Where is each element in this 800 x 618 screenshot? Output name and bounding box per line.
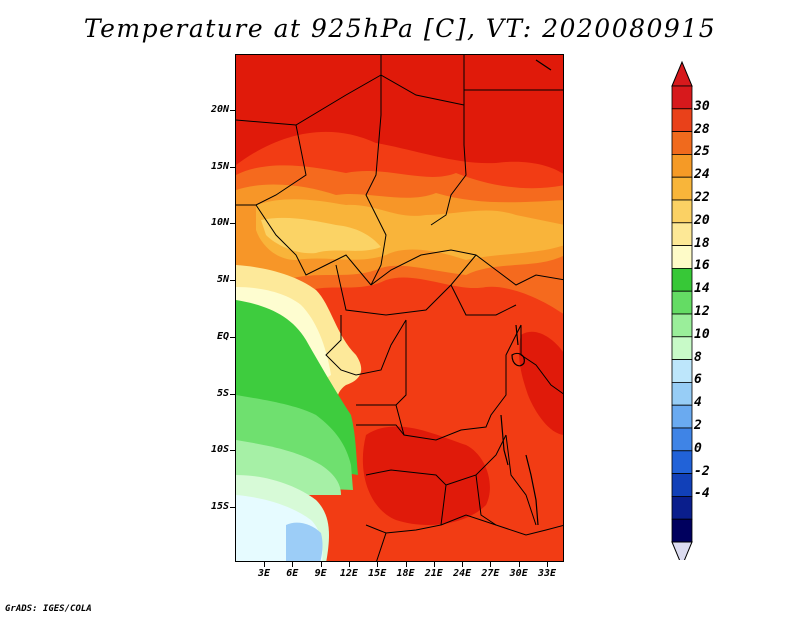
colorbar-segment: [671, 450, 693, 474]
lon-tick: [348, 562, 350, 567]
lon-tick: [490, 562, 492, 567]
colorbar-label: 28: [694, 121, 710, 137]
lat-tick: [230, 450, 235, 451]
colorbar-segment: [671, 495, 693, 520]
field-t6: [286, 522, 323, 561]
map-panel: [235, 54, 564, 562]
lat-tick: [230, 110, 235, 111]
colorbar: [671, 60, 693, 560]
colorbar-segment: [671, 427, 693, 452]
colorbar-label: 6: [694, 372, 702, 388]
lon-tick: [320, 562, 322, 567]
lon-label: 21E: [424, 568, 443, 579]
lon-label: 30E: [509, 568, 528, 579]
colorbar-label: 25: [694, 144, 710, 160]
lon-label: 27E: [481, 568, 500, 579]
lat-label: EQ: [216, 331, 229, 342]
lon-label: 33E: [537, 568, 557, 579]
country-borders: [236, 55, 563, 561]
lon-label: 9E: [314, 568, 327, 579]
colorbar-label: 14: [694, 281, 710, 297]
colorbar-segment: [671, 199, 693, 224]
colorbar-segment: [671, 131, 693, 155]
colorbar-top-arrow: [671, 60, 693, 87]
colorbar-bottom-arrow: [671, 541, 693, 560]
colorbar-segment: [671, 336, 693, 360]
lat-tick: [230, 167, 235, 168]
field-t20: [261, 217, 381, 254]
colorbar-segment: [671, 245, 693, 269]
colorbar-label: -2: [694, 463, 710, 479]
field-t30-patch-east: [519, 331, 563, 435]
colorbar-segment: [671, 518, 693, 543]
chart-title: Temperature at 925hPa [C], VT: 202008091…: [83, 14, 717, 43]
lon-label: 12E: [339, 568, 358, 579]
lat-tick: [230, 337, 235, 338]
lon-tick: [405, 562, 407, 567]
colorbar-label: 12: [694, 304, 710, 319]
lon-tick: [547, 562, 548, 567]
colorbar-segment: [671, 222, 693, 247]
temperature-map: [236, 55, 563, 561]
field-t30-patch: [362, 426, 490, 525]
lon-label: 24E: [453, 568, 472, 579]
lon-tick: [264, 562, 265, 567]
colorbar-label: 20: [694, 212, 710, 228]
colorbar-label: 10: [694, 326, 710, 342]
lat-label: 5N: [216, 274, 229, 285]
colorbar-segment: [671, 473, 693, 497]
colorbar-label: 16: [694, 258, 710, 274]
colorbar-segment: [671, 85, 693, 110]
lon-tick: [292, 562, 294, 567]
lat-label: 15S: [210, 501, 229, 512]
lakes: [500, 59, 552, 526]
colorbar-segment: [671, 290, 693, 315]
colorbar-label: -4: [694, 486, 710, 502]
colorbar-label: 0: [694, 440, 702, 456]
lon-label: 6E: [286, 568, 299, 579]
lat-label: 20N: [210, 104, 229, 115]
colorbar-label: 2: [694, 418, 702, 433]
colorbar-label: 18: [694, 235, 710, 251]
colorbar-segment: [671, 359, 693, 383]
lat-label: 5S: [216, 388, 229, 399]
colorbar-segment: [671, 154, 693, 178]
lat-tick: [230, 507, 235, 508]
colorbar-label: 24: [694, 167, 710, 183]
lon-tick: [518, 562, 520, 567]
lon-tick: [433, 562, 435, 567]
colorbar-label: 4: [694, 395, 702, 411]
colorbar-label: 22: [694, 190, 710, 205]
lat-tick: [230, 394, 235, 395]
colorbar-segment: [671, 108, 693, 132]
colorbar-segment: [671, 404, 693, 429]
colorbar-segment: [671, 381, 693, 406]
lat-tick: [230, 280, 235, 281]
colorbar-label: 30: [694, 98, 710, 114]
lat-label: 10S: [210, 444, 229, 455]
lon-tick: [462, 562, 464, 567]
lat-tick: [230, 223, 235, 224]
lon-label: 3E: [257, 568, 271, 579]
lon-tick: [377, 562, 379, 567]
lat-label: 15N: [210, 161, 229, 172]
footer-credit: GrADS: IGES/COLA: [5, 604, 92, 614]
lat-label: 10N: [210, 217, 229, 228]
colorbar-label: 8: [694, 349, 702, 365]
lon-label: 18E: [396, 568, 415, 579]
colorbar-segment: [671, 313, 693, 338]
colorbar-segment: [671, 267, 693, 292]
lon-label: 15E: [368, 568, 387, 579]
colorbar-segment: [671, 176, 693, 201]
